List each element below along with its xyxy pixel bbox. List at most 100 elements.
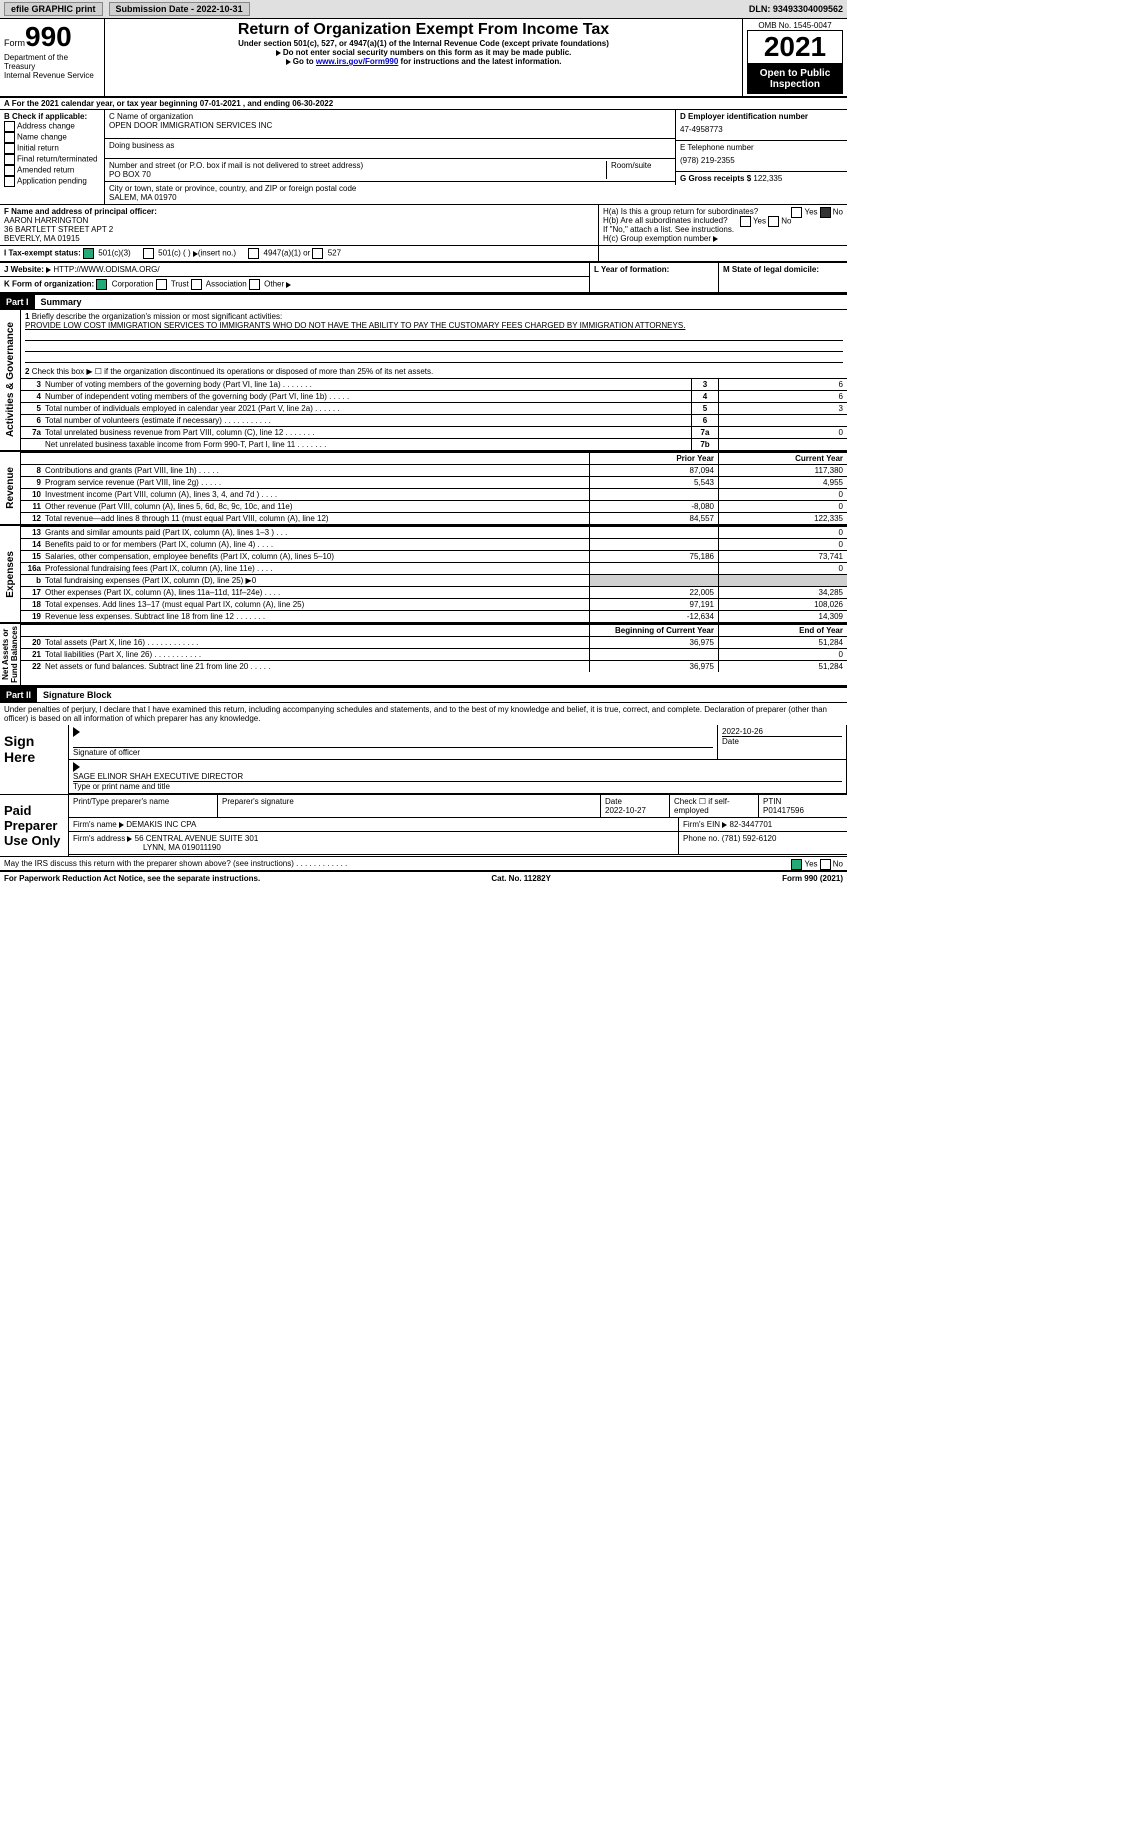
cb-trust[interactable] [156,279,167,290]
section-bcd: B Check if applicable: Address change Na… [0,110,847,205]
checkbox-column-b: B Check if applicable: Address change Na… [0,110,105,204]
expenses-block: Expenses 13Grants and similar amounts pa… [0,526,847,624]
boy-hdr: Beginning of Current Year [589,625,718,636]
vlabel-activities: Activities & Governance [3,320,18,439]
cb-name-change[interactable] [4,132,15,143]
cb-discuss-yes[interactable] [791,859,802,870]
hc-label: H(c) Group exemption number [603,234,713,243]
revenue-block: Revenue Prior YearCurrent Year 8Contribu… [0,452,847,526]
mission-text: PROVIDE LOW COST IMMIGRATION SERVICES TO… [25,321,843,330]
arrow-icon [73,762,80,772]
officer-addr1: 36 BARTLETT STREET APT 2 [4,225,594,234]
sig-officer-label: Signature of officer [73,747,713,757]
table-row: 14Benefits paid to or for members (Part … [21,538,847,550]
hb-note: If "No," attach a list. See instructions… [603,225,843,234]
table-row: 3Number of voting members of the governi… [21,378,847,390]
table-row: Net unrelated business taxable income fr… [21,438,847,450]
form-title: Return of Organization Exempt From Incom… [109,21,738,39]
irs-link[interactable]: www.irs.gov/Form990 [316,57,398,66]
addr-label: Number and street (or P.O. box if mail i… [109,161,606,170]
addr-value: PO BOX 70 [109,170,606,179]
vlabel-netassets: Net Assets or Fund Balances [0,624,21,685]
open-public-badge: Open to Public Inspection [747,64,843,94]
cat-no: Cat. No. 11282Y [491,874,551,883]
cb-ha-no[interactable] [820,207,831,218]
prior-year-hdr: Prior Year [589,453,718,464]
part1-header: Part ISummary [0,294,847,310]
sign-here-label: Sign Here [0,725,69,794]
vlabel-expenses: Expenses [3,549,18,600]
cb-application-pending[interactable] [4,176,15,187]
firm-name-label: Firm's name [73,820,119,829]
table-row: 16aProfessional fundraising fees (Part I… [21,562,847,574]
part2-header: Part IISignature Block [0,687,847,703]
ein-label: D Employer identification number [680,112,843,121]
sign-here-section: Sign Here Signature of officer2022-10-26… [0,725,847,795]
date-label: Date [722,736,842,746]
cb-final-return[interactable] [4,154,15,165]
cb-corporation[interactable] [96,279,107,290]
arrow-icon [73,727,80,737]
cb-discuss-no[interactable] [820,859,831,870]
cb-initial-return[interactable] [4,143,15,154]
officer-name: AARON HARRINGTON [4,216,594,225]
org-name: OPEN DOOR IMMIGRATION SERVICES INC [109,121,671,130]
gross-receipts-value: 122,335 [753,174,782,183]
activities-governance-block: Activities & Governance 1 Briefly descri… [0,310,847,452]
year-formation-label: L Year of formation: [594,265,669,274]
dept-treasury: Department of the Treasury Internal Reve… [4,53,100,80]
efile-print-btn[interactable]: efile GRAPHIC print [4,2,103,16]
cb-ha-yes[interactable] [791,207,802,218]
cb-4947[interactable] [248,248,259,259]
section-f-h: F Name and address of principal officer:… [0,205,847,246]
city-value: SALEM, MA 01970 [109,193,671,202]
officer-addr2: BEVERLY, MA 01915 [4,234,594,243]
table-row: bTotal fundraising expenses (Part IX, co… [21,574,847,586]
cb-501c[interactable] [143,248,154,259]
table-row: 13Grants and similar amounts paid (Part … [21,526,847,538]
firm-name: DEMAKIS INC CPA [126,820,196,829]
gross-receipts-label: G Gross receipts $ [680,174,753,183]
paid-preparer-section: Paid Preparer Use Only Print/Type prepar… [0,795,847,857]
paid-preparer-label: Paid Preparer Use Only [0,795,69,856]
website-url: HTTP://WWW.ODISMA.ORG/ [53,265,159,274]
cb-501c3[interactable] [83,248,94,259]
table-row: 9Program service revenue (Part VIII, lin… [21,476,847,488]
table-row: 19Revenue less expenses. Subtract line 1… [21,610,847,622]
form-word: Form [4,38,25,48]
table-row: 12Total revenue—add lines 8 through 11 (… [21,512,847,524]
ha-label: H(a) Is this a group return for subordin… [603,207,758,216]
table-row: 4Number of independent voting members of… [21,390,847,402]
pp-self-employed: Check ☐ if self-employed [670,795,759,817]
cb-hb-yes[interactable] [740,216,751,227]
penalties-text: Under penalties of perjury, I declare th… [0,703,847,725]
cb-association[interactable] [191,279,202,290]
cb-hb-no[interactable] [768,216,779,227]
pra-notice: For Paperwork Reduction Act Notice, see … [4,874,260,883]
table-row: 15Salaries, other compensation, employee… [21,550,847,562]
cb-other[interactable] [249,279,260,290]
firm-addr2: LYNN, MA 019011190 [143,843,221,852]
table-row: 11Other revenue (Part VIII, column (A), … [21,500,847,512]
firm-addr1: 56 CENTRAL AVENUE SUITE 301 [135,834,259,843]
ein-value: 47-4958773 [680,121,843,138]
cb-amended-return[interactable] [4,165,15,176]
row-a-tax-year: A For the 2021 calendar year, or tax yea… [0,98,847,110]
cb-527[interactable] [312,248,323,259]
room-suite-label: Room/suite [606,161,671,179]
ptin-label: PTIN [763,797,781,806]
table-row: 10Investment income (Part VIII, column (… [21,488,847,500]
top-bar: efile GRAPHIC print Submission Date - 20… [0,0,847,19]
submission-date-btn[interactable]: Submission Date - 2022-10-31 [109,2,250,16]
state-domicile-label: M State of legal domicile: [723,265,819,274]
table-row: 6Total number of volunteers (estimate if… [21,414,847,426]
line2-text: Check this box ▶ ☐ if the organization d… [32,367,434,376]
arrow-icon [276,50,281,56]
form-number: 990 [25,21,72,52]
form-org-label: K Form of organization: [4,280,94,289]
phone-label: E Telephone number [680,143,843,152]
cb-address-change[interactable] [4,121,15,132]
city-label: City or town, state or province, country… [109,184,671,193]
section-i-j: I Tax-exempt status: 501(c)(3) 501(c) ( … [0,246,847,263]
table-row: 17Other expenses (Part IX, column (A), l… [21,586,847,598]
